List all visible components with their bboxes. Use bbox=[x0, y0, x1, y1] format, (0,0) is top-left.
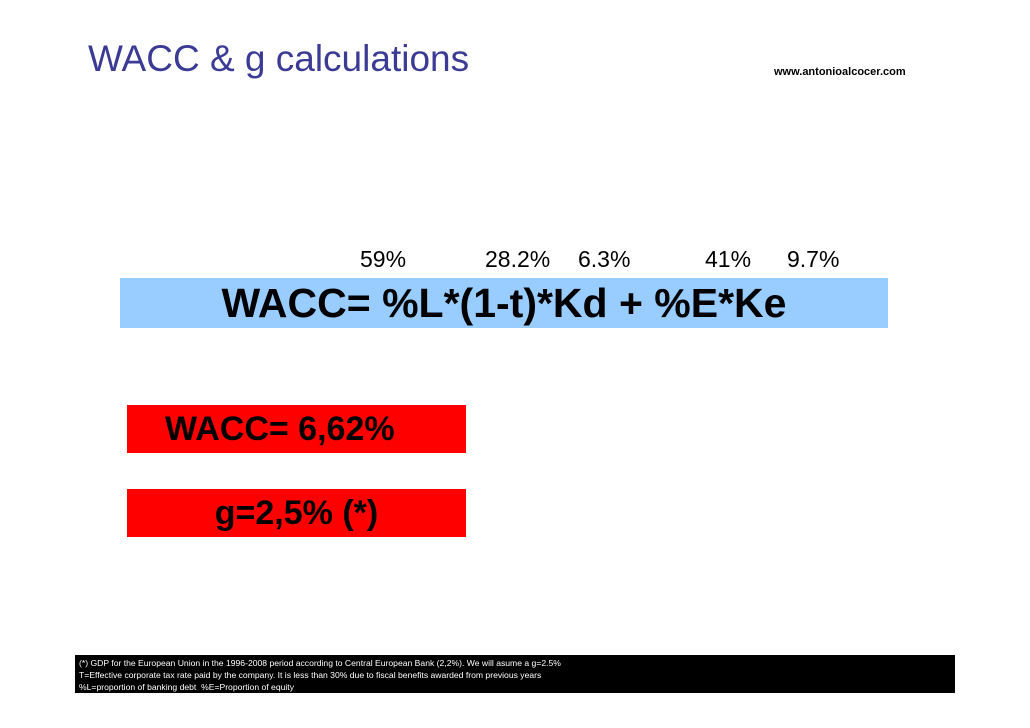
input-value: 28.2% bbox=[485, 246, 551, 272]
input-value: 6.3% bbox=[578, 246, 631, 272]
input-value: 9.7% bbox=[787, 246, 840, 272]
formula: WACC= %L*(1-t)*Kd + %E*Ke bbox=[221, 280, 787, 326]
formula-box bbox=[120, 278, 888, 328]
input-value: 41% bbox=[705, 246, 752, 272]
website: www.antonioalcocer.com bbox=[774, 66, 906, 78]
growth-result: g=2,5% (*) bbox=[127, 489, 466, 537]
slide-title: WACC & g calculations bbox=[88, 38, 470, 79]
footnote: (*) GDP for the European Union in the 19… bbox=[79, 658, 561, 668]
footnote-box bbox=[75, 655, 955, 693]
wacc-result: WACC= 6,62% bbox=[127, 405, 466, 453]
input-value: 59% bbox=[360, 246, 407, 272]
footnote: %L=proportion of banking debt %E=Proport… bbox=[79, 682, 294, 692]
footnote: T=Effective corporate tax rate paid by t… bbox=[79, 670, 542, 680]
